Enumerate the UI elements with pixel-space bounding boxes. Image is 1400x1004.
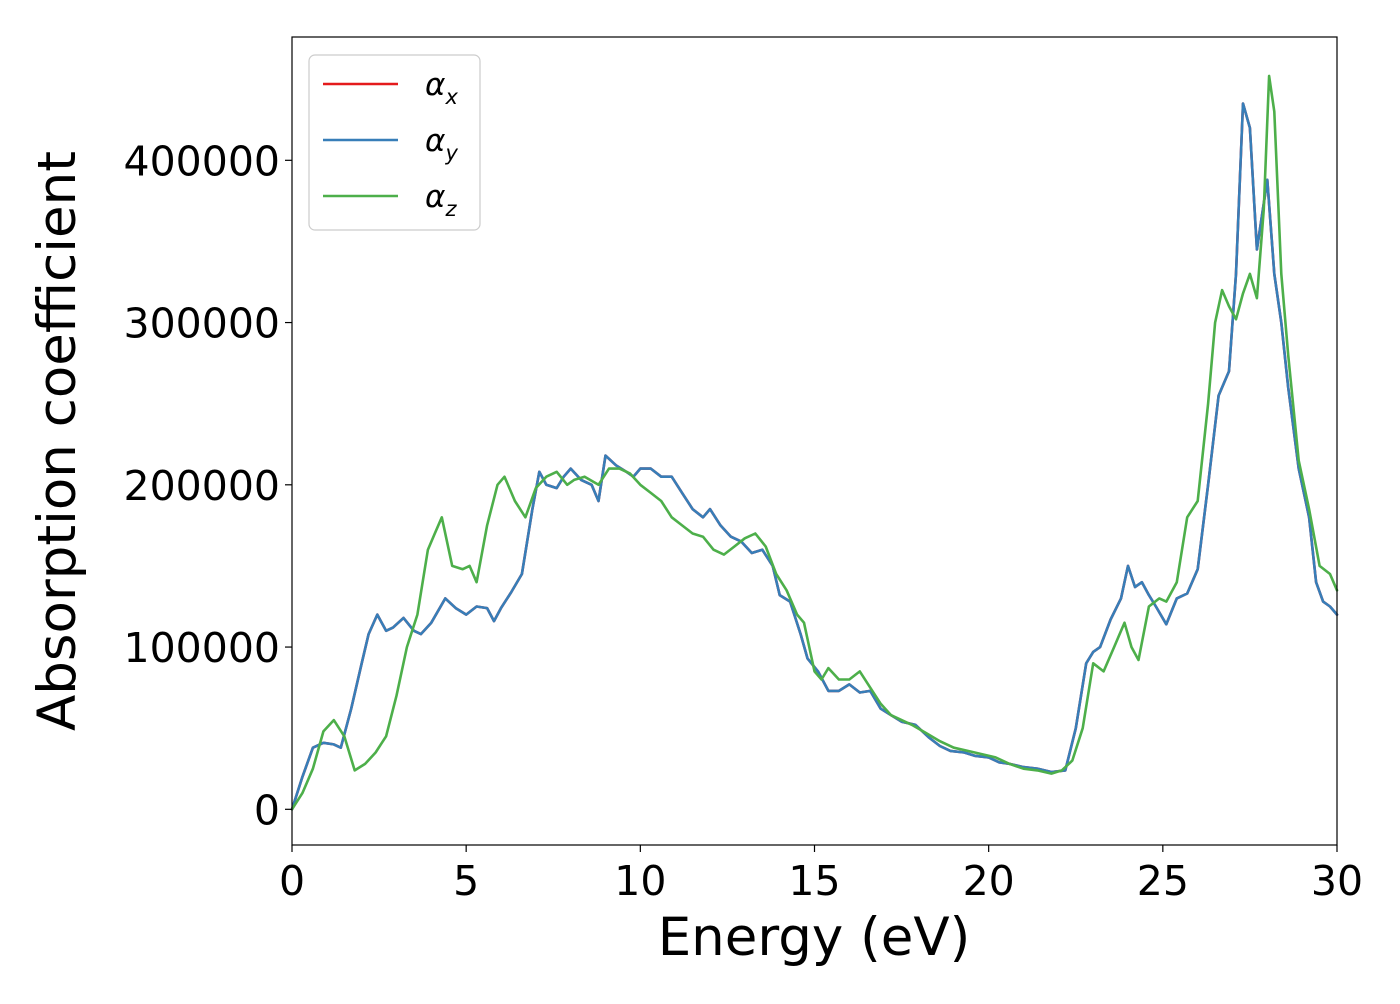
series-layer	[290, 74, 1339, 811]
legend-box	[308, 54, 481, 231]
x-axis-label: Energy (eV)	[658, 907, 971, 968]
series-line-z	[290, 74, 1339, 811]
y-tick-label: 100000	[123, 624, 280, 672]
x-tick-label: 5	[453, 857, 479, 905]
x-tick-label: 30	[1311, 857, 1363, 905]
y-tick-label: 400000	[123, 137, 280, 185]
x-axis-ticks: 0 5 10 15 20 25 30	[279, 845, 1363, 905]
x-tick-label: 10	[614, 857, 666, 905]
x-tick-label: 15	[788, 857, 840, 905]
y-tick-label: 0	[254, 786, 280, 834]
x-tick-label: 25	[1137, 857, 1189, 905]
y-tick-label: 200000	[123, 462, 280, 510]
series-line-y	[290, 102, 1339, 811]
y-axis-label: Absorption coefficient	[27, 151, 88, 731]
y-axis-ticks: 0 100000 200000 300000 400000	[123, 137, 292, 834]
x-tick-label: 20	[963, 857, 1015, 905]
x-tick-label: 0	[279, 857, 305, 905]
y-tick-label: 300000	[123, 300, 280, 348]
